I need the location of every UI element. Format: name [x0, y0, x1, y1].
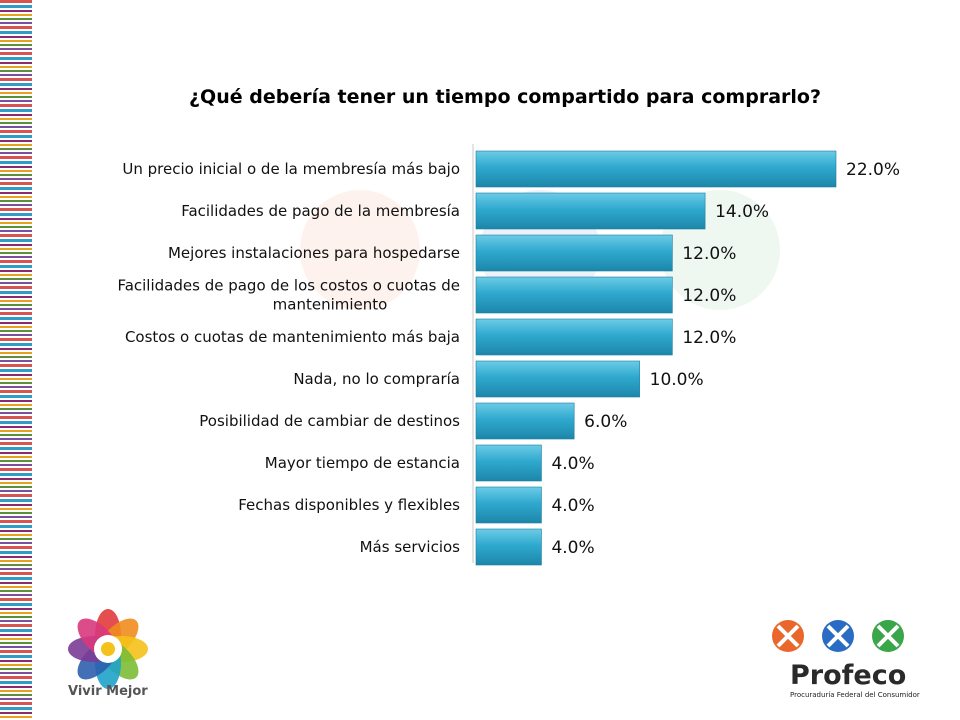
category-label: Mejores instalaciones para hospedarse	[168, 244, 460, 262]
vivir-mejor-text: Vivir Mejor	[68, 684, 148, 699]
category-label: Un precio inicial o de la membresía más …	[122, 160, 460, 178]
bar-value-label: 4.0%	[551, 454, 594, 474]
category-label: Más servicios	[360, 538, 461, 556]
bar-value-label: 12.0%	[682, 286, 736, 306]
category-label: Nada, no lo compraría	[293, 370, 460, 388]
bar	[475, 150, 837, 188]
profeco-name: Profeco	[790, 660, 907, 691]
bar	[475, 192, 706, 230]
bar	[475, 402, 575, 440]
profeco-logo	[772, 620, 904, 652]
category-label: Facilidades de pago de los costos o cuot…	[117, 277, 460, 314]
bar	[475, 360, 640, 398]
bar	[475, 234, 673, 272]
decorative-stripe-border	[0, 0, 32, 720]
bar	[475, 486, 542, 524]
category-label: Posibilidad de cambiar de destinos	[199, 412, 460, 430]
bar	[475, 318, 673, 356]
category-label: Facilidades de pago de la membresía	[181, 202, 460, 220]
category-label: Costos o cuotas de mantenimiento más baj…	[125, 328, 460, 346]
bar	[475, 444, 542, 482]
bar-value-label: 10.0%	[650, 370, 704, 390]
bar	[475, 276, 673, 314]
bar-value-label: 12.0%	[682, 244, 736, 264]
bar-value-label: 14.0%	[715, 202, 769, 222]
category-label: Mayor tiempo de estancia	[265, 454, 460, 472]
category-label: Fechas disponibles y flexibles	[238, 496, 460, 514]
bar-value-label: 6.0%	[584, 412, 627, 432]
bar	[475, 528, 542, 566]
bar-value-label: 4.0%	[551, 538, 594, 558]
bar-value-label: 4.0%	[551, 496, 594, 516]
vivir-mejor-logo	[68, 609, 148, 689]
bar-value-label: 12.0%	[682, 328, 736, 348]
chart-title: ¿Qué debería tener un tiempo compartido …	[189, 86, 821, 108]
profeco-subtitle: Procuraduría Federal del Consumidor	[790, 691, 920, 699]
bar-value-label: 22.0%	[846, 160, 900, 180]
